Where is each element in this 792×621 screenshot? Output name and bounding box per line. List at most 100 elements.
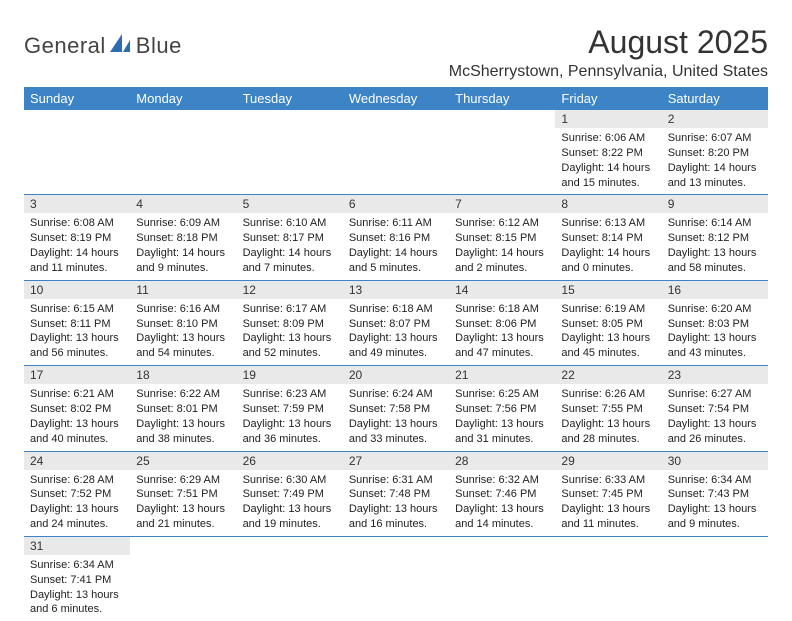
sunrise-text: Sunrise: 6:08 AM bbox=[30, 216, 124, 231]
day-details: Sunrise: 6:18 AMSunset: 8:06 PMDaylight:… bbox=[449, 299, 555, 365]
calendar-cell: 8Sunrise: 6:13 AMSunset: 8:14 PMDaylight… bbox=[555, 195, 661, 280]
day-number: 23 bbox=[662, 366, 768, 384]
sunset-text: Sunset: 7:52 PM bbox=[30, 487, 124, 502]
sunset-text: Sunset: 8:01 PM bbox=[136, 402, 230, 417]
daylight-text: and 11 minutes. bbox=[30, 261, 124, 276]
daylight-text: and 13 minutes. bbox=[668, 176, 762, 191]
day-number: 19 bbox=[237, 366, 343, 384]
daylight-text: Daylight: 14 hours bbox=[136, 246, 230, 261]
calendar-cell bbox=[555, 536, 661, 621]
sunset-text: Sunset: 8:03 PM bbox=[668, 317, 762, 332]
sunrise-text: Sunrise: 6:19 AM bbox=[561, 302, 655, 317]
day-number: 24 bbox=[24, 452, 130, 470]
sunrise-text: Sunrise: 6:17 AM bbox=[243, 302, 337, 317]
sunrise-text: Sunrise: 6:13 AM bbox=[561, 216, 655, 231]
sunset-text: Sunset: 7:58 PM bbox=[349, 402, 443, 417]
calendar-week-row: 1Sunrise: 6:06 AMSunset: 8:22 PMDaylight… bbox=[24, 110, 768, 195]
calendar-cell: 2Sunrise: 6:07 AMSunset: 8:20 PMDaylight… bbox=[662, 110, 768, 195]
calendar-cell: 7 Sunrise: 6:12 AMSunset: 8:15 PMDaylight… bbox=[449, 195, 555, 280]
sunset-text: Sunset: 8:06 PM bbox=[455, 317, 549, 332]
daylight-text: and 45 minutes. bbox=[561, 346, 655, 361]
sunrise-text: Sunrise: 6:28 AM bbox=[30, 473, 124, 488]
calendar-cell: 22Sunrise: 6:26 AMSunset: 7:55 PMDayligh… bbox=[555, 366, 661, 451]
calendar-cell bbox=[130, 110, 236, 195]
sunset-text: Sunset: 7:41 PM bbox=[30, 573, 124, 588]
day-details: Sunrise: 6:21 AMSunset: 8:02 PMDaylight:… bbox=[24, 384, 130, 450]
calendar-cell: 24Sunrise: 6:28 AMSunset: 7:52 PMDayligh… bbox=[24, 451, 130, 536]
sunrise-text: Sunrise: 6:10 AM bbox=[243, 216, 337, 231]
calendar-cell: 1Sunrise: 6:06 AMSunset: 8:22 PMDaylight… bbox=[555, 110, 661, 195]
weekday-header: Friday bbox=[555, 87, 661, 110]
day-number: 14 bbox=[449, 281, 555, 299]
daylight-text: Daylight: 13 hours bbox=[30, 588, 124, 603]
sunset-text: Sunset: 7:59 PM bbox=[243, 402, 337, 417]
calendar-cell: 21Sunrise: 6:25 AMSunset: 7:56 PMDayligh… bbox=[449, 366, 555, 451]
calendar-cell: 10Sunrise: 6:15 AMSunset: 8:11 PMDayligh… bbox=[24, 280, 130, 365]
header: General Blue August 2025 McSherrystown, … bbox=[24, 24, 768, 81]
day-details: Sunrise: 6:25 AMSunset: 7:56 PMDaylight:… bbox=[449, 384, 555, 450]
calendar-cell: 31Sunrise: 6:34 AMSunset: 7:41 PMDayligh… bbox=[24, 536, 130, 621]
calendar-cell: 13Sunrise: 6:18 AMSunset: 8:07 PMDayligh… bbox=[343, 280, 449, 365]
daylight-text: and 7 minutes. bbox=[243, 261, 337, 276]
daylight-text: and 43 minutes. bbox=[668, 346, 762, 361]
sunset-text: Sunset: 7:45 PM bbox=[561, 487, 655, 502]
day-number: 8 bbox=[555, 195, 661, 213]
daylight-text: Daylight: 13 hours bbox=[349, 417, 443, 432]
sunset-text: Sunset: 8:15 PM bbox=[455, 231, 549, 246]
day-details: Sunrise: 6:20 AMSunset: 8:03 PMDaylight:… bbox=[662, 299, 768, 365]
weekday-header: Tuesday bbox=[237, 87, 343, 110]
daylight-text: and 11 minutes. bbox=[561, 517, 655, 532]
day-details: Sunrise: 6:34 AMSunset: 7:41 PMDaylight:… bbox=[24, 555, 130, 621]
daylight-text: and 33 minutes. bbox=[349, 432, 443, 447]
daylight-text: Daylight: 13 hours bbox=[455, 331, 549, 346]
day-number: 7 bbox=[449, 195, 555, 213]
sunset-text: Sunset: 8:14 PM bbox=[561, 231, 655, 246]
calendar-cell bbox=[343, 536, 449, 621]
daylight-text: and 16 minutes. bbox=[349, 517, 443, 532]
sunset-text: Sunset: 7:43 PM bbox=[668, 487, 762, 502]
daylight-text: Daylight: 13 hours bbox=[243, 331, 337, 346]
sunrise-text: Sunrise: 6:09 AM bbox=[136, 216, 230, 231]
daylight-text: Daylight: 13 hours bbox=[136, 331, 230, 346]
sunrise-text: Sunrise: 6:06 AM bbox=[561, 131, 655, 146]
day-number: 9 bbox=[662, 195, 768, 213]
sunrise-text: Sunrise: 6:30 AM bbox=[243, 473, 337, 488]
calendar-cell: 11Sunrise: 6:16 AMSunset: 8:10 PMDayligh… bbox=[130, 280, 236, 365]
sunrise-text: Sunrise: 6:12 AM bbox=[455, 216, 549, 231]
logo-text-general: General bbox=[24, 33, 106, 59]
day-number: 17 bbox=[24, 366, 130, 384]
sunset-text: Sunset: 8:11 PM bbox=[30, 317, 124, 332]
sunrise-text: Sunrise: 6:29 AM bbox=[136, 473, 230, 488]
day-details: Sunrise: 6:07 AMSunset: 8:20 PMDaylight:… bbox=[662, 128, 768, 194]
daylight-text: and 21 minutes. bbox=[136, 517, 230, 532]
day-details: Sunrise: 6:34 AMSunset: 7:43 PMDaylight:… bbox=[662, 470, 768, 536]
day-number: 10 bbox=[24, 281, 130, 299]
calendar-cell: 23Sunrise: 6:27 AMSunset: 7:54 PMDayligh… bbox=[662, 366, 768, 451]
day-number: 11 bbox=[130, 281, 236, 299]
day-details: Sunrise: 6:31 AMSunset: 7:48 PMDaylight:… bbox=[343, 470, 449, 536]
sunrise-text: Sunrise: 6:14 AM bbox=[668, 216, 762, 231]
day-details: Sunrise: 6:15 AMSunset: 8:11 PMDaylight:… bbox=[24, 299, 130, 365]
sunset-text: Sunset: 8:05 PM bbox=[561, 317, 655, 332]
day-details: Sunrise: 6:17 AMSunset: 8:09 PMDaylight:… bbox=[237, 299, 343, 365]
weekday-header: Wednesday bbox=[343, 87, 449, 110]
sunset-text: Sunset: 8:12 PM bbox=[668, 231, 762, 246]
daylight-text: Daylight: 14 hours bbox=[455, 246, 549, 261]
sunrise-text: Sunrise: 6:27 AM bbox=[668, 387, 762, 402]
day-number: 6 bbox=[343, 195, 449, 213]
sunset-text: Sunset: 8:17 PM bbox=[243, 231, 337, 246]
daylight-text: Daylight: 13 hours bbox=[349, 502, 443, 517]
weekday-header: Monday bbox=[130, 87, 236, 110]
calendar-week-row: 3Sunrise: 6:08 AMSunset: 8:19 PMDaylight… bbox=[24, 195, 768, 280]
day-details: Sunrise: 6:29 AMSunset: 7:51 PMDaylight:… bbox=[130, 470, 236, 536]
sunrise-text: Sunrise: 6:18 AM bbox=[349, 302, 443, 317]
daylight-text: Daylight: 14 hours bbox=[668, 161, 762, 176]
daylight-text: Daylight: 13 hours bbox=[30, 417, 124, 432]
day-number: 12 bbox=[237, 281, 343, 299]
day-details: Sunrise: 6:22 AMSunset: 8:01 PMDaylight:… bbox=[130, 384, 236, 450]
title-block: August 2025 McSherrystown, Pennsylvania,… bbox=[449, 24, 768, 81]
day-details: Sunrise: 6:30 AMSunset: 7:49 PMDaylight:… bbox=[237, 470, 343, 536]
calendar-cell: 26Sunrise: 6:30 AMSunset: 7:49 PMDayligh… bbox=[237, 451, 343, 536]
sunset-text: Sunset: 8:19 PM bbox=[30, 231, 124, 246]
daylight-text: Daylight: 14 hours bbox=[561, 161, 655, 176]
